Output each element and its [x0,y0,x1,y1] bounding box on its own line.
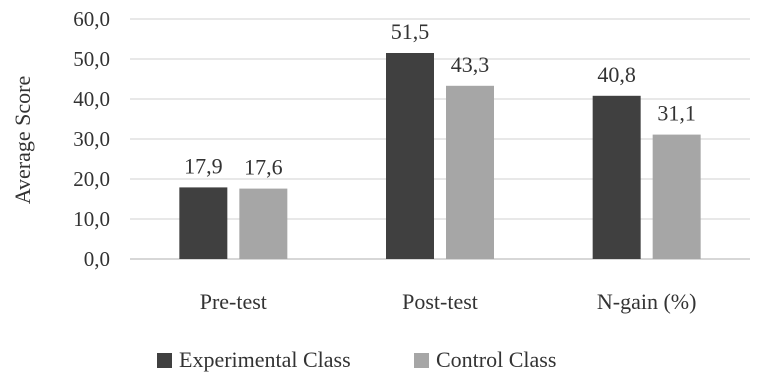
x-category-label: Pre-test [200,289,267,314]
legend-swatch [414,353,429,368]
legend-label: Experimental Class [179,347,351,372]
bars [179,53,701,259]
x-category-label: Post-test [402,289,478,314]
bar [592,95,641,259]
y-tick-label: 60,0 [73,7,110,31]
bar [652,134,701,259]
data-label: 51,5 [391,19,430,44]
y-tick-label: 0,0 [84,247,110,271]
data-label: 40,8 [597,62,636,87]
data-label: 17,6 [244,155,283,180]
y-axis-label: Average Score [10,76,35,204]
bar [446,85,494,259]
bar [179,187,228,259]
gridlines [130,18,750,260]
legend: Experimental Class Control Class [157,347,556,372]
y-axis-ticks: 0,0 10,0 20,0 30,0 40,0 50,0 60,0 [73,7,110,271]
y-tick-label: 40,0 [73,87,110,111]
data-label: 43,3 [451,52,490,77]
legend-swatch [157,353,172,368]
x-category-label: N-gain (%) [597,289,697,314]
y-tick-label: 30,0 [73,127,110,151]
bar [239,188,288,259]
y-tick-label: 10,0 [73,207,110,231]
y-tick-label: 20,0 [73,167,110,191]
bar [386,53,434,259]
legend-label: Control Class [436,347,556,372]
data-label: 31,1 [657,101,696,126]
x-axis-categories: Pre-test Post-test N-gain (%) [200,289,697,314]
data-label: 17,9 [184,153,223,178]
y-tick-label: 50,0 [73,47,110,71]
data-labels: 17,9 17,6 51,5 43,3 40,8 31,1 [184,19,696,180]
